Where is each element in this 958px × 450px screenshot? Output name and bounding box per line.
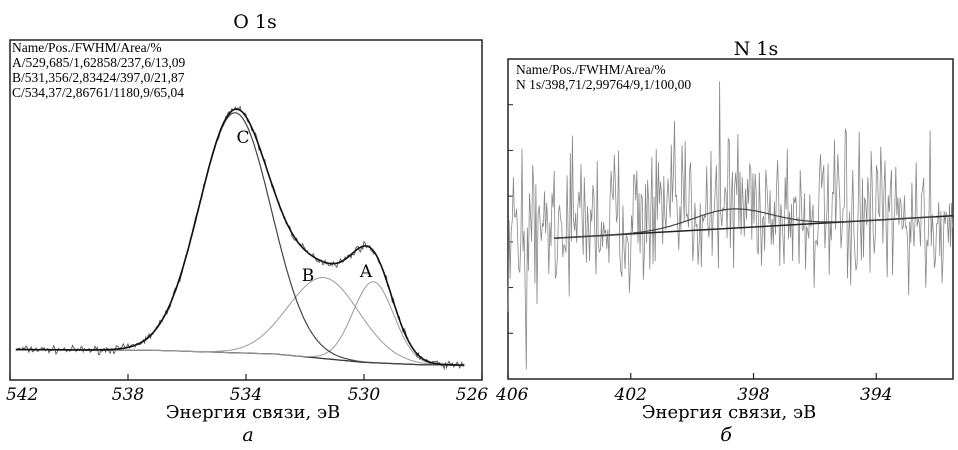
x-axis-ticks-o1s: 542 538 534 530 526 xyxy=(6,374,488,405)
peak-label-c: C xyxy=(236,128,249,148)
legend-line-a: A/529,685/1,62858/237,6/13,09 xyxy=(12,55,186,70)
x-tick-label: 394 xyxy=(860,385,892,405)
peak-label-a: A xyxy=(359,262,373,282)
measured-spectrum-n1s xyxy=(507,81,954,370)
x-tick-label: 530 xyxy=(348,385,381,405)
x-tick-label: 406 xyxy=(495,385,529,405)
panel-n1s: N 1s Name/Pos./FWHM/Area/% N 1s/398,71/2… xyxy=(495,38,954,446)
x-tick-label: 538 xyxy=(112,385,145,405)
legend-header-o1s: Name/Pos./FWHM/Area/% xyxy=(12,40,162,55)
x-tick-label: 398 xyxy=(737,385,770,405)
x-axis-label-o1s: Энергия связи, эВ xyxy=(166,402,341,423)
legend-header-n1s: Name/Pos./FWHM/Area/% xyxy=(516,62,666,77)
x-tick-label: 542 xyxy=(6,385,38,405)
x-tick-label: 526 xyxy=(456,385,489,405)
plot-frame-n1s xyxy=(507,58,954,380)
legend-line-c: C/534,37/2,86761/1180,9/65,04 xyxy=(12,85,184,100)
panel-o1s: O 1s Name/Pos./FWHM/Area/% A/529,685/1,6… xyxy=(6,11,488,446)
legend-line-n1s: N 1s/398,71/2,99764/9,1/100,00 xyxy=(516,77,691,92)
panel-letter-a: а xyxy=(242,424,253,446)
peak-label-b: B xyxy=(302,266,315,286)
chart-title-n1s: N 1s xyxy=(734,38,779,60)
x-tick-label: 402 xyxy=(614,385,647,405)
legend-line-b: B/531,356/2,83424/397,0/21,87 xyxy=(12,70,185,85)
panel-letter-b: б xyxy=(720,424,732,446)
curves-o1s xyxy=(15,105,465,371)
x-axis-label-n1s: Энергия связи, эВ xyxy=(642,402,817,423)
envelope-fit-o1s xyxy=(15,108,465,366)
x-tick-label: 534 xyxy=(230,385,262,405)
component-peak-n1s xyxy=(553,208,937,239)
x-axis-ticks-n1s: 406 402 398 394 xyxy=(495,104,893,405)
curves-n1s xyxy=(507,81,954,370)
component-peak-c xyxy=(15,112,465,366)
chart-title-o1s: O 1s xyxy=(233,11,276,33)
